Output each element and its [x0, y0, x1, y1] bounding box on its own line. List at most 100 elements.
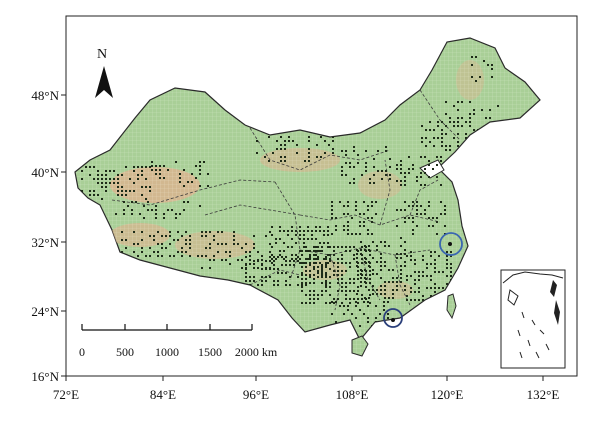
station-dot	[369, 274, 371, 276]
station-dot	[105, 186, 107, 188]
station-dot	[181, 255, 183, 257]
station-dot	[446, 251, 448, 253]
north-arrow: N	[95, 47, 113, 98]
station-dot	[199, 173, 201, 175]
station-dot	[356, 265, 358, 267]
station-dot	[141, 174, 143, 176]
station-dot	[392, 281, 394, 283]
station-dot	[414, 279, 416, 281]
station-dot	[317, 266, 319, 268]
station-dot	[145, 255, 147, 257]
station-dot	[369, 270, 371, 272]
station-dot	[416, 225, 418, 227]
station-dot	[371, 217, 373, 219]
station-dot	[353, 182, 355, 184]
station-dot	[337, 262, 339, 264]
lat-label-24n: 24°N	[31, 304, 59, 319]
station-dot	[323, 242, 325, 244]
station-dot	[461, 125, 463, 127]
station-dot	[256, 140, 258, 142]
station-dot	[169, 255, 171, 257]
station-dot	[434, 271, 436, 273]
station-dot	[363, 213, 365, 215]
station-dot	[357, 290, 359, 292]
station-dot	[309, 276, 311, 278]
lat-label-48n: 48°N	[31, 88, 59, 103]
station-dot	[309, 282, 311, 284]
station-dot	[151, 161, 153, 163]
station-dot	[341, 254, 343, 256]
station-dot	[195, 165, 197, 167]
station-dot	[265, 260, 267, 262]
station-dot	[430, 275, 432, 277]
station-dot	[380, 265, 382, 267]
station-dot	[375, 201, 377, 203]
station-dot	[357, 302, 359, 304]
station-dot	[345, 162, 347, 164]
station-dot	[101, 174, 103, 176]
station-dot	[422, 299, 424, 301]
station-dot	[324, 140, 326, 142]
station-dot	[159, 165, 161, 167]
station-dot	[422, 275, 424, 277]
station-dot	[471, 56, 473, 58]
station-dot	[313, 266, 315, 268]
station-dot	[425, 145, 427, 147]
station-dot	[384, 245, 386, 247]
station-dot	[313, 258, 315, 260]
station-dot	[137, 178, 139, 180]
station-dot	[376, 249, 378, 251]
station-dot	[361, 246, 363, 248]
station-dot	[355, 301, 357, 303]
station-dot	[347, 201, 349, 203]
station-dot	[317, 270, 319, 272]
station-dot	[381, 170, 383, 172]
station-dot	[437, 137, 439, 139]
station-dot	[299, 250, 301, 252]
station-dot	[127, 205, 129, 207]
station-dot	[320, 156, 322, 158]
station-dot	[347, 213, 349, 215]
station-dot	[325, 276, 327, 278]
station-dot	[296, 144, 298, 146]
station-dot	[241, 247, 243, 249]
station-dot	[420, 213, 422, 215]
station-dot	[351, 313, 353, 315]
station-dot	[469, 101, 471, 103]
station-dot	[351, 233, 353, 235]
station-dot	[469, 121, 471, 123]
station-dot	[109, 182, 111, 184]
station-dot	[436, 176, 438, 178]
station-dot	[372, 285, 374, 287]
station-dot	[309, 250, 311, 252]
station-dot	[404, 184, 406, 186]
station-dot	[363, 301, 365, 303]
station-dot	[299, 258, 301, 260]
station-dot	[125, 239, 127, 241]
station-dot	[410, 299, 412, 301]
station-dot	[429, 141, 431, 143]
station-dot	[434, 263, 436, 265]
station-dot	[371, 205, 373, 207]
station-dot	[325, 256, 327, 258]
station-dot	[245, 272, 247, 274]
station-dot	[449, 149, 451, 151]
station-dot	[207, 185, 209, 187]
station-dot	[337, 298, 339, 300]
station-dot	[187, 201, 189, 203]
station-dot	[233, 243, 235, 245]
station-dot	[414, 283, 416, 285]
station-dot	[297, 284, 299, 286]
station-dot	[353, 166, 355, 168]
station-dot	[183, 209, 185, 211]
station-dot	[400, 180, 402, 182]
station-dot	[444, 205, 446, 207]
station-dot	[389, 174, 391, 176]
station-dot	[363, 225, 365, 227]
station-dot	[261, 268, 263, 270]
station-dot	[131, 213, 133, 215]
station-dot	[400, 160, 402, 162]
station-dot	[201, 255, 203, 257]
station-dot	[371, 221, 373, 223]
station-dot	[360, 285, 362, 287]
